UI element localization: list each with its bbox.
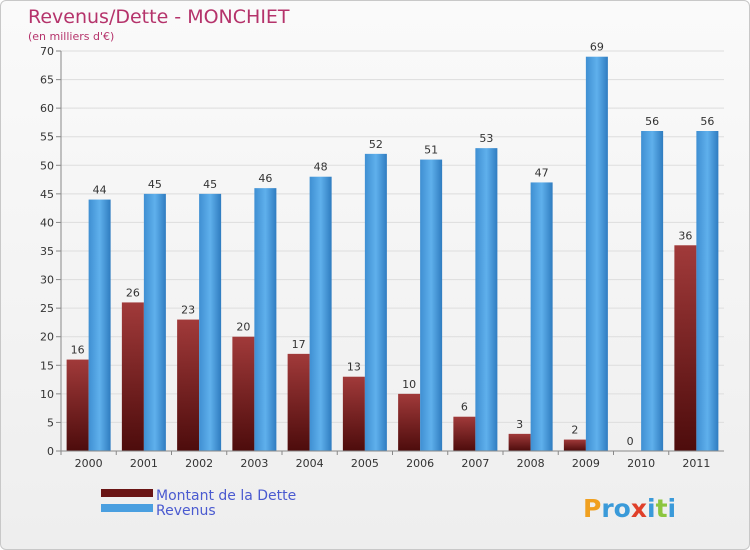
bar-debt (232, 336, 255, 451)
x-tick-label: 2007 (461, 457, 489, 470)
y-tick-label: 65 (40, 74, 54, 87)
proxiti-logo: Proxiti (583, 494, 676, 523)
x-tick-label: 2001 (130, 457, 158, 470)
y-tick-label: 5 (47, 416, 54, 429)
x-tick-label: 2010 (627, 457, 655, 470)
x-tick-label: 2011 (682, 457, 710, 470)
bar-debt (508, 433, 531, 451)
y-axis-ticks: 0 5 10 15 20 25 30 35 40 45 50 55 60 65 70 (40, 45, 61, 458)
y-tick-label: 30 (40, 274, 54, 287)
chart-subtitle: (en milliers d'€) (28, 30, 114, 43)
data-label-revenus: 48 (314, 161, 328, 174)
bar-revenus (199, 193, 222, 451)
y-tick-label: 20 (40, 331, 54, 344)
x-tick-label: 2000 (75, 457, 103, 470)
data-label-debt: 36 (678, 229, 692, 242)
y-tick-label: 25 (40, 302, 54, 315)
legend: Montant de la Dette Revenus (101, 488, 296, 519)
legend-label-revenus: Revenus (156, 503, 216, 519)
svg-text:Proxiti: Proxiti (583, 494, 676, 523)
y-tick-label: 15 (40, 359, 54, 372)
bar-debt (563, 439, 586, 451)
y-tick-label: 45 (40, 188, 54, 201)
data-label-revenus: 45 (148, 178, 162, 191)
x-tick-label: 2003 (240, 457, 268, 470)
data-label-revenus: 52 (369, 138, 383, 151)
legend-label-debt: Montant de la Dette (156, 488, 296, 504)
y-tick-label: 55 (40, 131, 54, 144)
y-tick-label: 35 (40, 245, 54, 258)
data-label-debt: 16 (71, 344, 85, 357)
y-tick-label: 40 (40, 216, 54, 229)
bar-revenus (254, 188, 277, 451)
data-label-debt: 10 (402, 378, 416, 391)
bar-debt (287, 353, 310, 451)
x-tick-label: 2004 (296, 457, 324, 470)
bar-revenus (475, 148, 498, 451)
x-tick-label: 2005 (351, 457, 379, 470)
x-tick-label: 2002 (185, 457, 213, 470)
bar-revenus (364, 153, 387, 451)
data-label-revenus: 46 (258, 172, 272, 185)
bar-debt (674, 245, 697, 451)
data-label-revenus: 56 (700, 115, 714, 128)
data-label-debt: 3 (516, 418, 523, 431)
bar-revenus (585, 56, 608, 451)
bars (66, 56, 719, 452)
legend-swatch-debt (101, 489, 153, 497)
data-label-debt: 20 (236, 321, 250, 334)
bar-revenus (696, 131, 719, 451)
chart-title: Revenus/Dette - MONCHIET (28, 6, 290, 28)
bar-debt (398, 393, 421, 451)
data-label-revenus: 56 (645, 115, 659, 128)
data-label-debt: 2 (571, 424, 578, 437)
bar-debt (66, 359, 89, 451)
data-label-debt: 0 (627, 435, 634, 448)
y-tick-label: 70 (40, 45, 54, 58)
bar-revenus (309, 176, 332, 451)
data-labels: 16 44 26 45 23 45 20 46 17 48 13 52 10 51 6 53 3 47 2 69 0 56… (71, 41, 715, 448)
data-label-revenus: 44 (93, 184, 107, 197)
bar-revenus (143, 193, 166, 451)
data-label-debt: 13 (347, 361, 361, 374)
bar-debt (121, 302, 144, 451)
bar-debt (177, 319, 200, 451)
data-label-debt: 6 (461, 401, 468, 414)
data-label-revenus: 69 (590, 41, 604, 54)
data-label-revenus: 51 (424, 144, 438, 157)
bar-revenus (641, 131, 664, 451)
gridlines (61, 50, 724, 452)
y-tick-label: 50 (40, 159, 54, 172)
y-tick-label: 10 (40, 388, 54, 401)
data-label-revenus: 47 (535, 166, 549, 179)
axes (60, 51, 724, 452)
bar-debt (342, 376, 365, 451)
y-tick-label: 60 (40, 102, 54, 115)
x-tick-label: 2008 (517, 457, 545, 470)
x-tick-label: 2006 (406, 457, 434, 470)
bar-revenus (420, 159, 443, 452)
data-label-debt: 17 (292, 338, 306, 351)
y-tick-label: 0 (47, 445, 54, 458)
legend-swatch-revenus (101, 504, 153, 512)
x-axis-ticks: 2000 2001 2002 2003 2004 2005 2006 2007 2008 2009… (60, 451, 710, 470)
bar-debt (453, 416, 476, 451)
data-label-debt: 26 (126, 286, 140, 299)
data-label-debt: 23 (181, 304, 195, 317)
data-label-revenus: 45 (203, 178, 217, 191)
x-tick-label: 2009 (572, 457, 600, 470)
bar-revenus (530, 182, 553, 451)
data-label-revenus: 53 (479, 132, 493, 145)
bar-revenus (88, 199, 111, 451)
